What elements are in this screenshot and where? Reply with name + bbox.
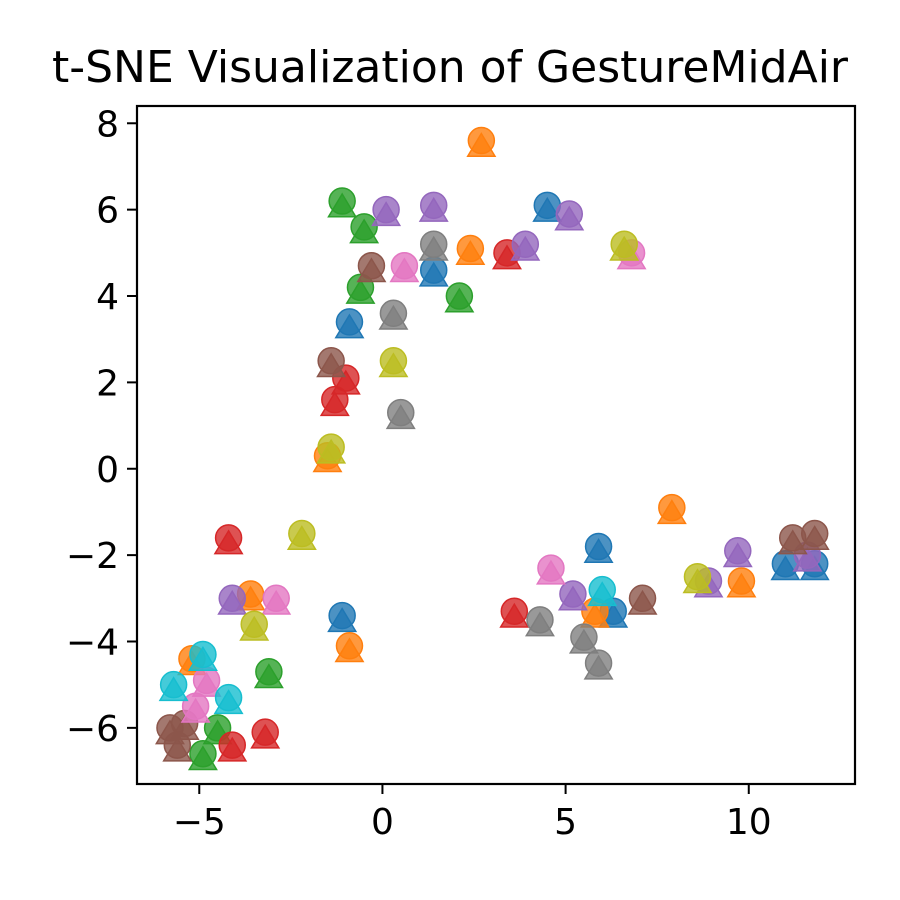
x-axis: −5 0 5 10 (173, 784, 772, 843)
circle-point (214, 683, 243, 712)
circle-point (379, 347, 408, 375)
y-tick-label: 6 (96, 191, 119, 232)
y-axis: −6 −4 −2 0 2 4 6 8 (66, 104, 137, 750)
circle-point (357, 252, 386, 280)
x-tick-label: 0 (371, 802, 394, 843)
x-tick-label: 5 (554, 802, 577, 843)
circle-point (218, 731, 246, 759)
circle-point (218, 584, 246, 613)
y-tick-label: 8 (96, 104, 119, 145)
series-group (176, 126, 757, 676)
circle-point (335, 632, 364, 660)
x-tick-label: 10 (726, 802, 772, 843)
circle-point (445, 282, 474, 310)
circle-point (419, 230, 448, 258)
circle-point (251, 718, 279, 746)
circle-point (570, 623, 598, 651)
circle-point (163, 731, 192, 759)
circle-point (555, 200, 584, 228)
series-group (154, 252, 830, 762)
series-group (158, 575, 618, 715)
circle-point (328, 187, 356, 215)
circle-point (159, 670, 188, 699)
y-tick-label: 2 (96, 363, 119, 404)
circle-point (456, 234, 485, 263)
circle-point (724, 537, 752, 565)
circle-point (800, 519, 829, 548)
circle-point (526, 606, 554, 634)
series-group (327, 191, 830, 633)
circle-point (189, 640, 217, 669)
circle-point (321, 385, 349, 414)
y-tick-label: −2 (66, 536, 119, 577)
circle-point (189, 740, 217, 768)
circle-point (610, 230, 638, 258)
chart-title: t-SNE Visualization of GestureMidAir (52, 42, 849, 93)
circle-point (559, 580, 587, 608)
circle-point (335, 308, 364, 336)
series-group (378, 230, 614, 680)
y-tick-label: −6 (66, 709, 119, 750)
circle-point (379, 299, 408, 328)
circle-point (419, 191, 448, 220)
points-layer (154, 126, 830, 771)
series-group (239, 230, 713, 641)
circle-point (387, 398, 415, 427)
circle-point (181, 692, 210, 721)
series-group (217, 191, 823, 615)
x-tick-label: −5 (173, 802, 226, 843)
circle-point (500, 597, 529, 626)
circle-point (317, 347, 345, 375)
circle-point (584, 649, 613, 677)
circle-point (584, 532, 613, 561)
circle-point (588, 575, 616, 604)
circle-point (511, 230, 540, 258)
circle-point (419, 256, 448, 284)
circle-point (328, 601, 356, 630)
y-tick-label: 0 (96, 450, 119, 491)
circle-point (350, 213, 378, 241)
series-group (187, 187, 475, 771)
circle-point (537, 554, 565, 582)
circle-point (240, 610, 268, 638)
circle-point (288, 519, 316, 548)
circle-point (317, 433, 345, 461)
circle-point (628, 584, 657, 613)
circle-point (262, 584, 290, 613)
y-tick-label: −4 (66, 622, 119, 663)
circle-point (372, 195, 400, 224)
circle-point (467, 126, 496, 155)
circle-point (683, 562, 712, 591)
circle-point (390, 252, 419, 280)
series-group (213, 239, 530, 762)
circle-point (192, 666, 221, 695)
circle-point (658, 493, 686, 522)
plot-frame (135, 104, 857, 786)
circle-point (727, 567, 756, 595)
y-tick-label: 4 (96, 277, 119, 318)
circle-point (255, 657, 283, 686)
circle-point (214, 524, 243, 552)
